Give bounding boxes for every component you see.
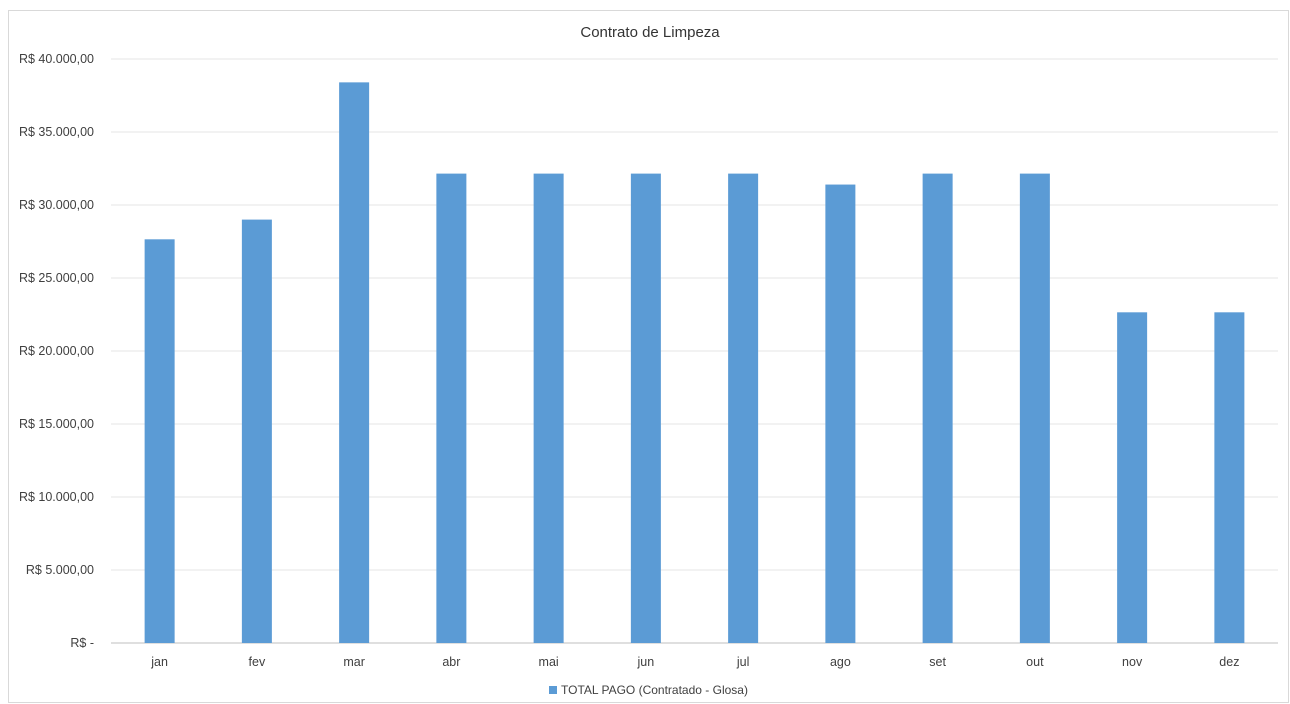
- x-axis-ticks: jan fev mar abr mai jun jul ago set out nov dez: [150, 655, 1239, 669]
- bar-mai: [533, 173, 564, 644]
- x-tick-label: jul: [736, 655, 750, 669]
- bar-set: [922, 173, 953, 644]
- bar-ago: [825, 184, 856, 643]
- y-tick-label: R$ 35.000,00: [19, 125, 94, 139]
- y-tick-label: R$ 30.000,00: [19, 198, 94, 212]
- bar-mar: [339, 82, 370, 644]
- bar-jan: [144, 239, 175, 643]
- x-tick-label: jun: [637, 655, 655, 669]
- x-tick-label: dez: [1219, 655, 1239, 669]
- bar-out: [1019, 173, 1050, 644]
- y-tick-label: R$ 40.000,00: [19, 52, 94, 66]
- x-tick-label: fev: [249, 655, 266, 669]
- y-tick-label: R$ -: [70, 636, 94, 650]
- bar-fev: [241, 219, 272, 643]
- legend-swatch: [549, 686, 557, 694]
- bar-abr: [436, 173, 467, 644]
- chart-title: Contrato de Limpeza: [580, 24, 720, 41]
- bar-nov: [1117, 312, 1148, 643]
- gridlines: [111, 58, 1278, 644]
- x-tick-label: abr: [442, 655, 460, 669]
- x-tick-label: mar: [343, 655, 365, 669]
- y-tick-label: R$ 5.000,00: [26, 563, 94, 577]
- y-tick-label: R$ 10.000,00: [19, 490, 94, 504]
- y-tick-label: R$ 15.000,00: [19, 417, 94, 431]
- x-tick-label: mai: [539, 655, 559, 669]
- bar-jun: [630, 173, 661, 644]
- bar-jul: [728, 173, 759, 644]
- x-tick-label: set: [929, 655, 946, 669]
- y-tick-label: R$ 20.000,00: [19, 344, 94, 358]
- x-tick-label: jan: [150, 655, 168, 669]
- x-tick-label: out: [1026, 655, 1044, 669]
- x-tick-label: ago: [830, 655, 851, 669]
- bars: [144, 82, 1245, 644]
- legend-label: TOTAL PAGO (Contratado - Glosa): [561, 683, 748, 697]
- y-tick-label: R$ 25.000,00: [19, 271, 94, 285]
- y-axis-ticks: R$ - R$ 5.000,00 R$ 10.000,00 R$ 15.000,00 R…: [19, 52, 94, 650]
- legend: TOTAL PAGO (Contratado - Glosa): [549, 683, 748, 697]
- bar-dez: [1214, 312, 1245, 643]
- x-tick-label: nov: [1122, 655, 1143, 669]
